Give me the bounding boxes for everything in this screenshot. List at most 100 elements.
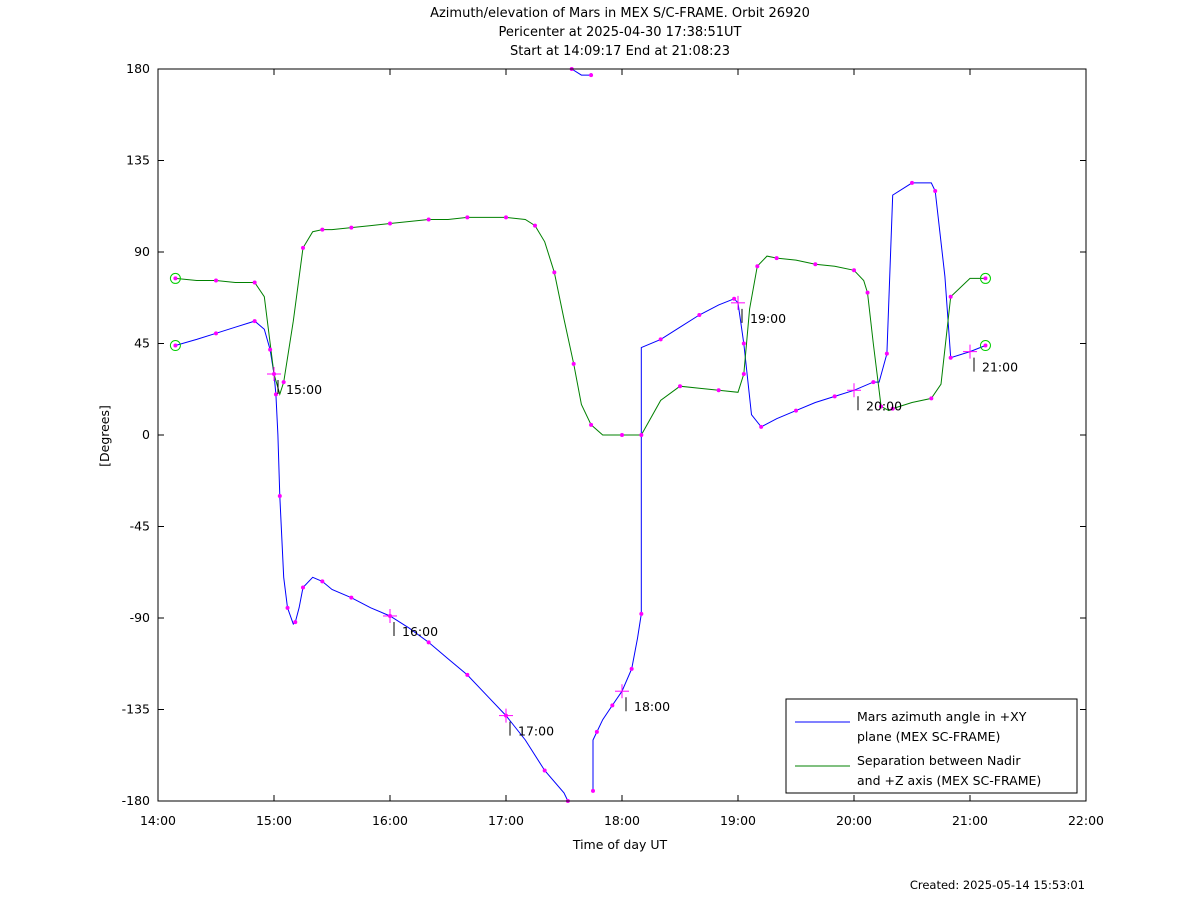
data-point-separation-8: [281, 380, 286, 385]
created-footer: Created: 2025-05-14 15:53:01: [910, 878, 1085, 892]
data-point-separation-46: [813, 262, 818, 267]
data-point-azimuth-0: [173, 343, 178, 348]
data-point-separation-14: [349, 225, 354, 230]
start-marker-azimuth: [169, 340, 181, 352]
data-point-separation-28: [571, 361, 576, 366]
plot-frame: [157, 68, 1087, 802]
data-point-azimuth-24: [426, 640, 431, 645]
x-tick-label-5: 19:00: [720, 813, 756, 828]
legend-label-separation-1: Separation between Nadir: [857, 753, 1021, 768]
data-point-azimuth-30: [542, 768, 547, 773]
data-point-separation-2: [214, 278, 218, 283]
chart-title-line-2: Pericenter at 2025-04-30 17:38:51UT: [498, 25, 741, 40]
data-point-azimuth-70: [948, 355, 953, 360]
legend-label-azimuth-2: plane (MEX SC-FRAME): [857, 729, 1000, 744]
data-point-azimuth-52: [732, 296, 737, 301]
data-point-azimuth-26: [465, 672, 470, 677]
data-point-separation-50: [865, 290, 870, 295]
data-point-azimuth-2: [214, 331, 218, 336]
hour-label-3: 18:00: [634, 699, 670, 714]
legend: Mars azimuth angle in +XY plane (MEX SC-…: [785, 698, 1078, 794]
data-point-azimuth-44: [629, 666, 634, 671]
data-point-separation-38: [716, 388, 721, 393]
y-tick-label-4: 0: [142, 427, 150, 442]
data-point-azimuth-38: [591, 788, 595, 793]
data-point-azimuth-58: [794, 408, 798, 413]
data-point-separation-54: [890, 406, 895, 411]
y-tick-label-7: -135: [122, 702, 150, 717]
data-point-separation-48: [852, 268, 856, 273]
data-point-azimuth-64: [884, 351, 889, 356]
legend-label-separation-2: and +Z axis (MEX SC-FRAME): [857, 773, 1041, 788]
data-point-azimuth-54: [741, 341, 746, 346]
legend-label-azimuth-1: Mars azimuth angle in +XY: [857, 709, 1027, 724]
data-point-separation-34: [639, 433, 644, 437]
marker-layer: 15:00 16:00 17:00 18:00 19:00 20:00 21:00: [169, 67, 1018, 803]
data-point-azimuth-60: [832, 394, 837, 399]
x-tick-label-2: 16:00: [372, 813, 408, 828]
hour-label-2: 17:00: [518, 724, 554, 739]
data-point-azimuth-16: [301, 585, 305, 590]
data-point-azimuth-50: [697, 313, 702, 318]
end-marker-azimuth: [979, 340, 991, 352]
y-tick-label-5: -45: [130, 519, 150, 534]
y-tick-label-0: 180: [126, 61, 150, 76]
data-point-separation-24: [533, 223, 537, 228]
data-point-azimuth-10: [277, 494, 282, 498]
data-point-separation-36: [678, 384, 682, 389]
data-point-azimuth-62: [871, 380, 876, 385]
data-point-separation-16: [388, 221, 392, 226]
hour-label-4: 19:00: [750, 311, 786, 326]
data-point-azimuth-18: [320, 579, 325, 584]
chart-title-line-3: Start at 14:09:17 End at 21:08:23: [510, 44, 730, 59]
x-tick-label-7: 21:00: [952, 813, 988, 828]
data-point-separation-44: [774, 256, 779, 261]
data-point-azimuth-20: [349, 595, 354, 600]
y-tick-label-1: 135: [126, 153, 150, 168]
data-point-azimuth-14: [293, 620, 298, 625]
data-point-separation-12: [320, 227, 325, 232]
data-point-separation-22: [504, 215, 508, 220]
legend-box: [785, 698, 1078, 794]
y-axis-label: [Degrees]: [97, 405, 112, 467]
data-point-separation-52: [879, 404, 884, 409]
hour-label-6: 21:00: [982, 360, 1018, 375]
x-axis-label: Time of day UT: [572, 837, 668, 852]
hour-label-0: 15:00: [286, 382, 322, 397]
hour-label-1: 16:00: [402, 624, 438, 639]
data-point-separation-32: [620, 433, 624, 437]
y-tick-label-2: 90: [134, 244, 150, 259]
y-tick-label-3: 45: [134, 336, 150, 351]
series-line-separation: [175, 216, 986, 436]
x-tick-label-4: 18:00: [604, 813, 640, 828]
data-point-separation-40: [741, 372, 746, 376]
data-point-separation-56: [929, 396, 934, 401]
hour-label-5: 20:00: [866, 398, 902, 413]
data-point-azimuth-46: [639, 611, 644, 616]
data-point-separation-0: [173, 276, 178, 281]
x-tick-label-8: 22:00: [1068, 813, 1104, 828]
data-point-separation-18: [426, 217, 431, 222]
data-point-separation-60: [983, 276, 988, 281]
data-point-azimuth-8: [273, 392, 278, 397]
x-tick-label-3: 17:00: [488, 813, 524, 828]
start-marker-separation: [169, 272, 181, 284]
data-point-azimuth-68: [933, 189, 938, 193]
data-point-separation-4: [252, 280, 257, 285]
x-tick-label-6: 20:00: [836, 813, 872, 828]
data-point-separation-58: [948, 294, 953, 299]
data-point-azimuth-40: [594, 729, 599, 734]
x-tick-label-0: 14:00: [140, 813, 176, 828]
chart-title-line-1: Azimuth/elevation of Mars in MEX S/C-FRA…: [430, 6, 810, 21]
data-point-azimuth-72: [983, 343, 988, 348]
data-point-separation-26: [552, 270, 557, 275]
data-point-azimuth-56: [759, 424, 764, 429]
data-point-azimuth-42: [610, 703, 615, 708]
data-point-azimuth-36: [589, 73, 594, 78]
data-point-separation-42: [755, 264, 760, 269]
axis-layer: 14:00 15:00 16:00 17:00 18:00 19:00 20:00 21:00…: [122, 61, 1104, 828]
data-point-separation-10: [301, 245, 305, 250]
y-tick-label-6: -90: [130, 610, 150, 625]
data-point-azimuth-4: [252, 319, 257, 324]
